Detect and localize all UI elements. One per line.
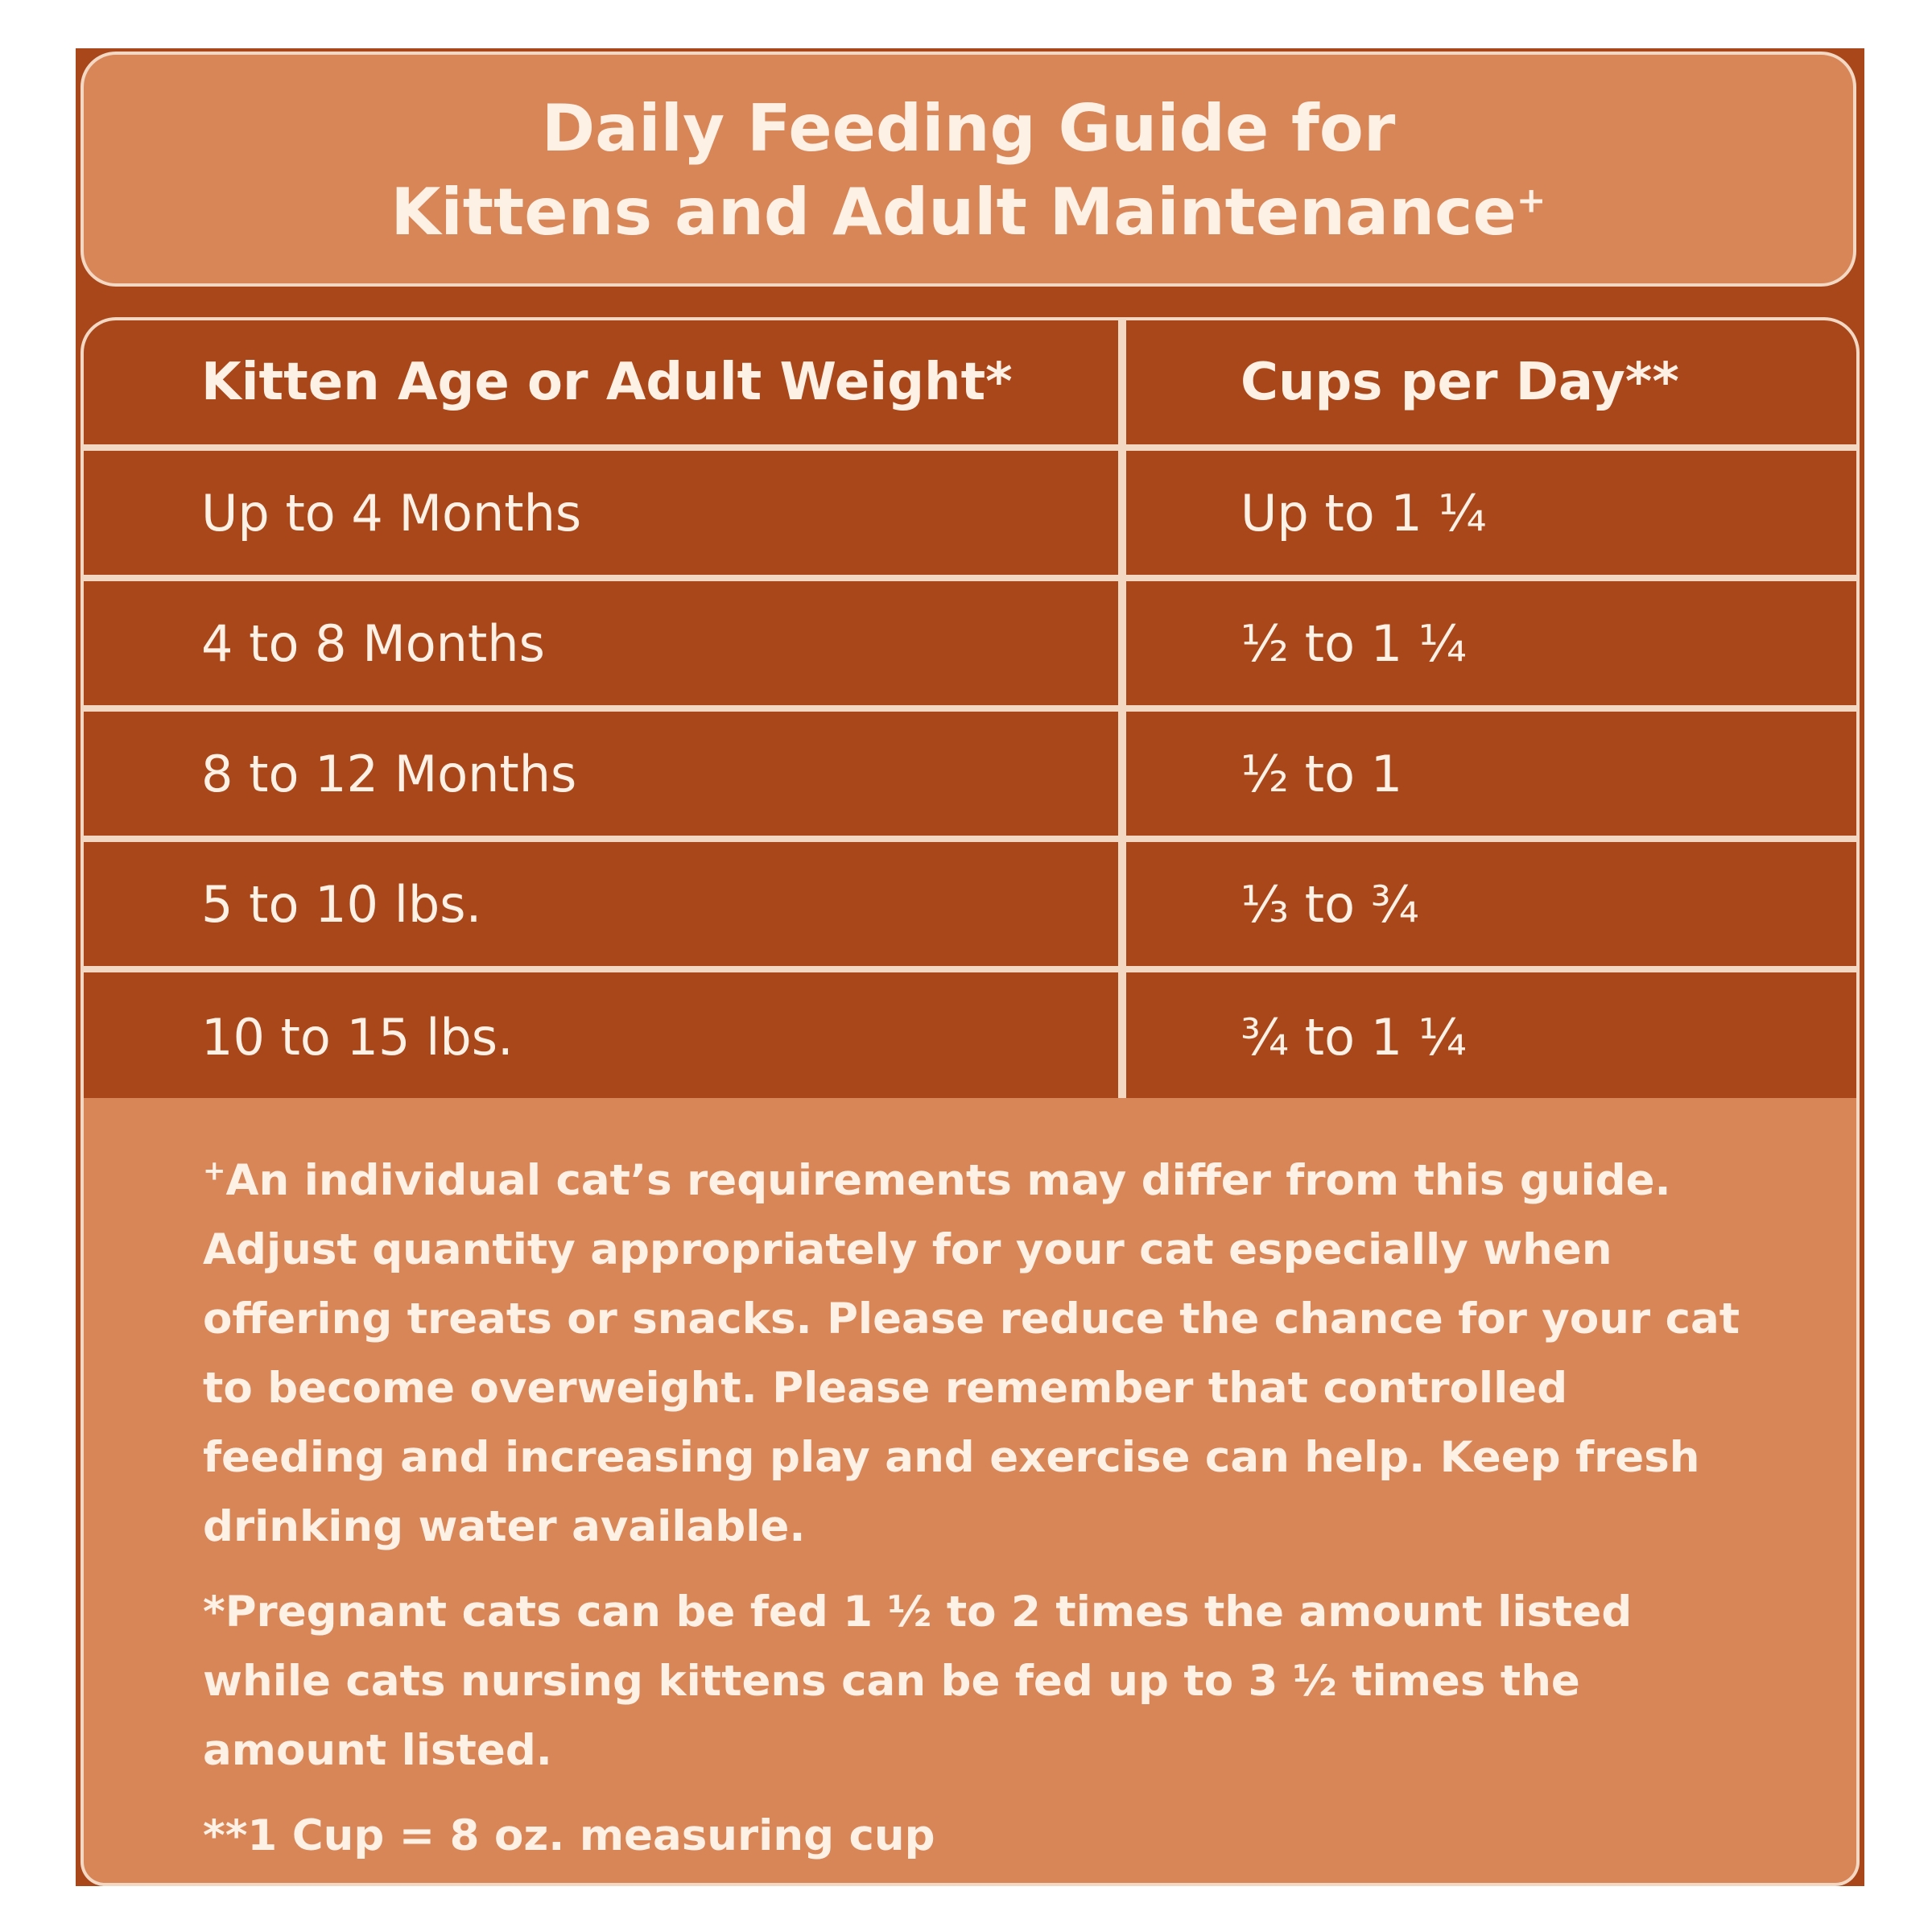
note-requirements-mark: + — [203, 1154, 226, 1187]
cell-cups: ½ to 1 — [1118, 712, 1856, 836]
feeding-table: Kitten Age or Adult Weight* Cups per Day… — [80, 317, 1860, 1098]
table-row: 5 to 10 lbs. ⅓ to ¾ — [84, 842, 1856, 966]
cell-cups: Up to 1 ¼ — [1118, 451, 1856, 575]
row-divider — [84, 575, 1856, 581]
note-requirements-text: An individual cat’s requirements may dif… — [203, 1156, 1740, 1551]
header-cups: Cups per Day** — [1118, 320, 1856, 444]
cell-age-weight: Up to 4 Months — [201, 483, 582, 543]
table-row: 10 to 15 lbs. ¾ to 1 ¼ — [84, 972, 1856, 1098]
title-line-1: Daily Feeding Guide for — [541, 91, 1396, 166]
title-line-2: Kittens and Adult Maintenance+ — [84, 171, 1853, 254]
row-divider — [84, 836, 1856, 842]
title-line-2-mark: + — [1516, 180, 1546, 221]
feeding-guide-panel: Daily Feeding Guide for Kittens and Adul… — [76, 48, 1864, 1886]
cell-cups: ½ to 1 ¼ — [1118, 581, 1856, 705]
header-age-weight: Kitten Age or Adult Weight* — [201, 353, 1013, 412]
table-row: 8 to 12 Months ½ to 1 — [84, 712, 1856, 836]
notes-box: +An individual cat’s requirements may di… — [80, 1098, 1860, 1886]
note-requirements: +An individual cat’s requirements may di… — [203, 1146, 1752, 1562]
row-divider — [84, 705, 1856, 712]
cell-age-weight: 4 to 8 Months — [201, 613, 545, 673]
row-divider — [84, 966, 1856, 972]
row-divider — [84, 444, 1856, 451]
cell-age-weight: 10 to 15 lbs. — [201, 1007, 514, 1067]
cell-cups: ⅓ to ¾ — [1118, 842, 1856, 966]
note-cup-measure: **1 Cup = 8 oz. measuring cup — [203, 1811, 935, 1860]
cell-cups: ¾ to 1 ¼ — [1118, 972, 1856, 1098]
title-line-2-text: Kittens and Adult Maintenance — [390, 175, 1517, 250]
table-header-row: Kitten Age or Adult Weight* Cups per Day… — [84, 320, 1856, 444]
note-pregnant-nursing: *Pregnant cats can be fed 1 ½ to 2 times… — [203, 1587, 1633, 1775]
cell-age-weight: 8 to 12 Months — [201, 744, 577, 803]
cell-age-weight: 5 to 10 lbs. — [201, 874, 482, 934]
title-box: Daily Feeding Guide for Kittens and Adul… — [80, 52, 1856, 287]
table-row: Up to 4 Months Up to 1 ¼ — [84, 451, 1856, 575]
table-row: 4 to 8 Months ½ to 1 ¼ — [84, 581, 1856, 705]
